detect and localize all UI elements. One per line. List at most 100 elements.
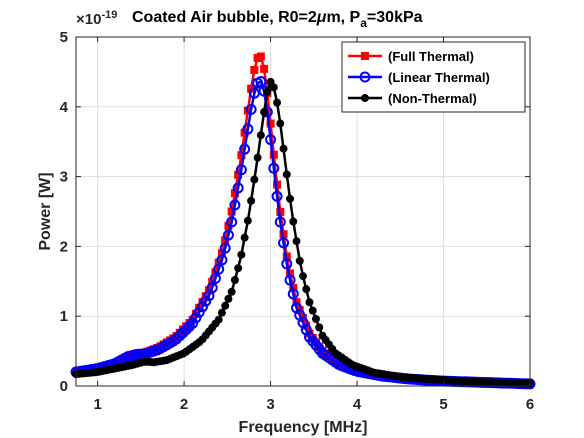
series-point bbox=[315, 323, 324, 332]
title-sub: a bbox=[360, 16, 367, 30]
series-point bbox=[222, 229, 234, 241]
series-point bbox=[305, 298, 314, 307]
series-point bbox=[265, 134, 277, 146]
series-point bbox=[209, 272, 221, 284]
x-axis-title: Frequency [MHz] bbox=[239, 419, 368, 436]
legend-marker bbox=[361, 94, 369, 102]
series-point bbox=[274, 216, 286, 228]
series-point bbox=[311, 314, 320, 323]
series-point bbox=[263, 87, 272, 96]
series-point bbox=[239, 143, 251, 155]
legend-label: (Linear Thermal) bbox=[388, 70, 490, 85]
x-tick-label: 1 bbox=[93, 396, 101, 413]
series-point bbox=[200, 295, 212, 307]
y-exponent: ×10-19 bbox=[76, 9, 117, 28]
y-tick-label: 2 bbox=[60, 238, 68, 255]
series-point bbox=[260, 108, 269, 117]
y-axis-title: Power [W] bbox=[37, 172, 54, 250]
series-point bbox=[206, 282, 218, 294]
series-point bbox=[234, 264, 243, 273]
series-point bbox=[237, 250, 246, 259]
legend: (Full Thermal) (Linear Thermal) (Non-Therm… bbox=[341, 41, 526, 113]
series-2 bbox=[72, 77, 534, 388]
series-point bbox=[260, 64, 269, 73]
series-point bbox=[299, 272, 307, 281]
series-point bbox=[187, 317, 199, 329]
series-point bbox=[286, 194, 295, 203]
series-point bbox=[250, 175, 259, 184]
series-point bbox=[308, 306, 317, 315]
series-point bbox=[240, 233, 249, 242]
series-point bbox=[248, 87, 260, 99]
series-point bbox=[235, 164, 247, 176]
series-point bbox=[216, 254, 228, 266]
series-point bbox=[269, 83, 278, 92]
series-point bbox=[256, 52, 265, 61]
series-point bbox=[242, 123, 254, 135]
axes-box bbox=[75, 36, 531, 387]
title-tail: =30kPa bbox=[367, 9, 423, 26]
y-tick-label: 0 bbox=[60, 378, 68, 395]
series-point bbox=[253, 153, 262, 162]
series-point bbox=[190, 312, 202, 324]
series-point bbox=[279, 144, 288, 153]
legend-label: (Non-Thermal) bbox=[388, 91, 477, 106]
x-tick-label: 3 bbox=[266, 396, 274, 413]
series-point bbox=[221, 301, 230, 310]
x-tick-label: 6 bbox=[526, 396, 534, 413]
series-point bbox=[193, 306, 205, 318]
series-point bbox=[226, 216, 238, 228]
series-point bbox=[281, 258, 293, 270]
series-point bbox=[196, 301, 208, 313]
series-point bbox=[227, 287, 236, 296]
series-point bbox=[180, 323, 192, 335]
x-tick-label: 2 bbox=[180, 396, 188, 413]
series-point bbox=[177, 327, 189, 339]
series-point bbox=[174, 330, 186, 342]
series-point bbox=[271, 190, 283, 202]
series-point bbox=[278, 237, 290, 249]
series-point bbox=[243, 216, 252, 225]
series-point bbox=[255, 75, 267, 87]
legend-label: (Full Thermal) bbox=[388, 49, 474, 64]
series-point bbox=[292, 237, 301, 246]
series-point bbox=[213, 263, 225, 275]
series-point bbox=[268, 162, 280, 174]
series-point bbox=[282, 170, 291, 179]
y-tick-label: 4 bbox=[60, 99, 69, 116]
legend-marker bbox=[361, 52, 369, 60]
series-point bbox=[289, 217, 298, 226]
tick-layer: 1 2 3 4 5 6 0 1 2 3 4 5 bbox=[60, 29, 535, 413]
x-tick-label: 4 bbox=[353, 396, 362, 413]
legend-marker bbox=[359, 71, 371, 83]
exponent-power: -19 bbox=[101, 9, 117, 21]
exponent-base: ×10 bbox=[76, 11, 101, 28]
series-point bbox=[256, 131, 265, 140]
series-point bbox=[232, 182, 244, 194]
series-point bbox=[229, 199, 241, 211]
series-point bbox=[276, 119, 285, 128]
series-point bbox=[245, 103, 257, 115]
series-point bbox=[224, 294, 233, 303]
series-point bbox=[273, 98, 282, 107]
title-mu: μ bbox=[316, 9, 327, 26]
series-point bbox=[230, 275, 239, 284]
series-point bbox=[247, 196, 256, 205]
series-point bbox=[302, 285, 311, 294]
series-point bbox=[171, 333, 183, 345]
y-tick-label: 1 bbox=[60, 308, 68, 325]
y-tick-label: 3 bbox=[60, 169, 68, 186]
title-unit: m, P bbox=[326, 9, 360, 26]
series-point bbox=[214, 315, 223, 324]
x-tick-label: 5 bbox=[439, 396, 447, 413]
series-point bbox=[219, 242, 231, 254]
series-point bbox=[287, 288, 299, 300]
title-main: Coated Air bubble, R0=2 bbox=[132, 9, 317, 26]
series-point bbox=[250, 65, 259, 74]
series-point bbox=[284, 274, 296, 286]
series-point bbox=[295, 256, 304, 265]
chart-title: Coated Air bubble, R0=2μm, Pa=30kPa bbox=[132, 9, 423, 30]
series-point bbox=[184, 320, 195, 332]
series-point bbox=[266, 119, 275, 128]
